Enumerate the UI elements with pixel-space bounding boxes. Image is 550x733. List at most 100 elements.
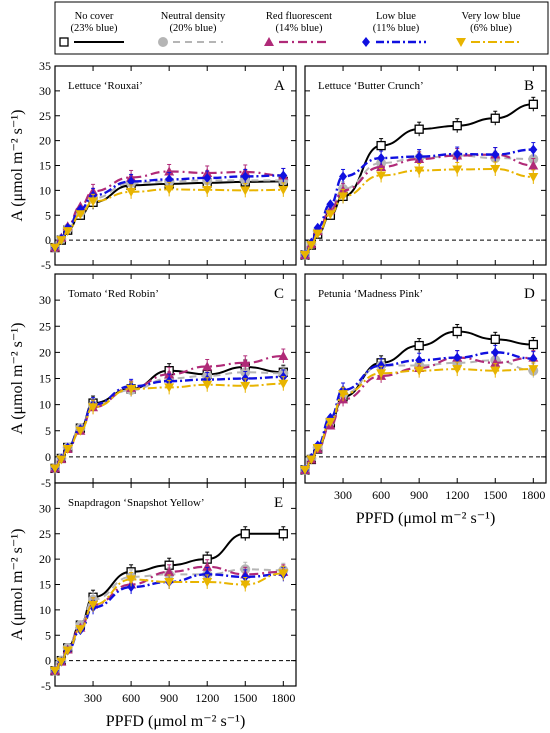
series-line <box>54 382 284 470</box>
data-point <box>75 625 86 635</box>
panel-title: Petunia ‘Madness Pink’ <box>318 288 423 300</box>
data-point <box>241 171 250 182</box>
data-point <box>164 166 175 176</box>
data-point <box>326 199 335 210</box>
legend-sublabel: (6% blue) <box>470 23 512 34</box>
data-point <box>278 379 289 389</box>
legend-label: Red fluorescent <box>266 11 332 22</box>
plot-area <box>54 65 297 266</box>
series-line <box>304 359 534 471</box>
y-tick-label: 20 <box>39 552 51 566</box>
data-point <box>202 361 213 371</box>
data-point <box>164 383 175 393</box>
data-point <box>312 229 323 239</box>
data-point <box>62 445 73 455</box>
data-point <box>490 334 500 344</box>
data-point <box>452 365 463 375</box>
legend-sublabel: (23% blue) <box>71 23 118 34</box>
data-point <box>414 166 425 176</box>
data-point <box>240 381 251 391</box>
y-tick-label: 5 <box>45 208 51 222</box>
x-tick-label: 1200 <box>445 488 469 502</box>
data-point <box>56 236 67 246</box>
data-point <box>164 185 175 195</box>
panel-letter: E <box>274 495 283 511</box>
data-point <box>528 339 538 350</box>
x-tick-label: 1800 <box>521 488 545 502</box>
series-line <box>304 368 534 471</box>
chart-panels: -5 0 5 10 15 20 25 30 35 Lettuce ‘Rouxai’ A A (μmol… <box>9 59 547 730</box>
data-point <box>528 99 538 109</box>
data-point <box>75 210 86 220</box>
legend-label: Neutral density <box>161 11 226 22</box>
data-point <box>415 151 424 162</box>
series-5 <box>50 565 289 676</box>
data-point <box>376 161 387 171</box>
panel-title: Lettuce ‘Butter Crunch’ <box>318 80 424 92</box>
y-tick-label: 10 <box>39 603 51 617</box>
panel-letter: C <box>274 286 284 302</box>
data-point <box>312 443 323 453</box>
x-tick-label: 1200 <box>195 691 219 705</box>
data-point <box>528 365 539 375</box>
y-tick-label: 25 <box>39 109 51 123</box>
x-tick-label: 300 <box>334 488 352 502</box>
y-axis-label: A (μmol m⁻² s⁻¹) <box>9 529 26 641</box>
data-point <box>377 153 386 164</box>
plot-area <box>54 482 297 687</box>
series-5 <box>50 376 289 474</box>
data-point <box>453 149 462 160</box>
data-point <box>452 121 462 131</box>
x-tick-label: 600 <box>372 488 390 502</box>
y-tick-label: -5 <box>41 679 51 693</box>
legend-label: Low blue <box>376 11 416 22</box>
data-point <box>203 569 212 580</box>
legend-marker <box>59 37 69 47</box>
legend-marker <box>456 38 466 47</box>
data-point <box>278 529 288 539</box>
data-point <box>62 227 73 237</box>
data-point <box>88 600 99 610</box>
data-point <box>490 164 501 174</box>
panel-letter: D <box>524 286 535 302</box>
y-tick-label: 25 <box>39 319 51 333</box>
x-tick-label: 1500 <box>483 488 507 502</box>
chart-panel-D: 300 600 900 1200 1500 1800 Petunia ‘Madness Pi… <box>300 273 547 527</box>
data-point <box>325 417 336 427</box>
data-point <box>377 360 386 371</box>
series-5 <box>300 361 539 475</box>
data-point <box>88 403 99 413</box>
data-point <box>56 657 67 667</box>
y-tick-label: 30 <box>39 293 51 307</box>
data-point <box>376 140 386 151</box>
x-tick-label: 900 <box>160 691 178 705</box>
data-point <box>278 569 289 579</box>
y-tick-label: 25 <box>39 527 51 541</box>
chart-panel-E: -5 0 5 10 15 20 25 30 300 600 900 1200 1500 1800 Snapd… <box>9 482 297 730</box>
data-point <box>127 176 136 187</box>
y-tick-label: 15 <box>39 578 51 592</box>
y-tick-label: 0 <box>45 233 51 247</box>
data-point <box>490 357 501 367</box>
data-point <box>376 369 387 379</box>
chart-panel-C: -5 0 5 10 15 20 25 30 Tomato ‘Red Robin’ C A (μmol… <box>9 273 297 490</box>
legend-box <box>54 1 549 55</box>
panel-title: Snapdragon ‘Snapshot Yellow’ <box>68 497 205 509</box>
data-point <box>202 561 213 571</box>
data-point <box>240 580 251 590</box>
legend-sublabel: (11% blue) <box>373 23 420 34</box>
plot-area <box>304 65 547 266</box>
data-point <box>529 353 538 364</box>
y-axis-label: A (μmol m⁻² s⁻¹) <box>9 110 26 222</box>
data-point <box>453 352 462 363</box>
data-point <box>414 124 424 134</box>
data-point <box>75 426 86 436</box>
legend-marker <box>264 37 274 46</box>
data-point <box>126 575 137 585</box>
y-tick-label: 20 <box>39 134 51 148</box>
data-point <box>414 366 425 376</box>
y-tick-label: 5 <box>45 424 51 438</box>
y-tick-label: 30 <box>39 84 51 98</box>
y-tick-label: 0 <box>45 450 51 464</box>
data-point <box>491 347 500 358</box>
